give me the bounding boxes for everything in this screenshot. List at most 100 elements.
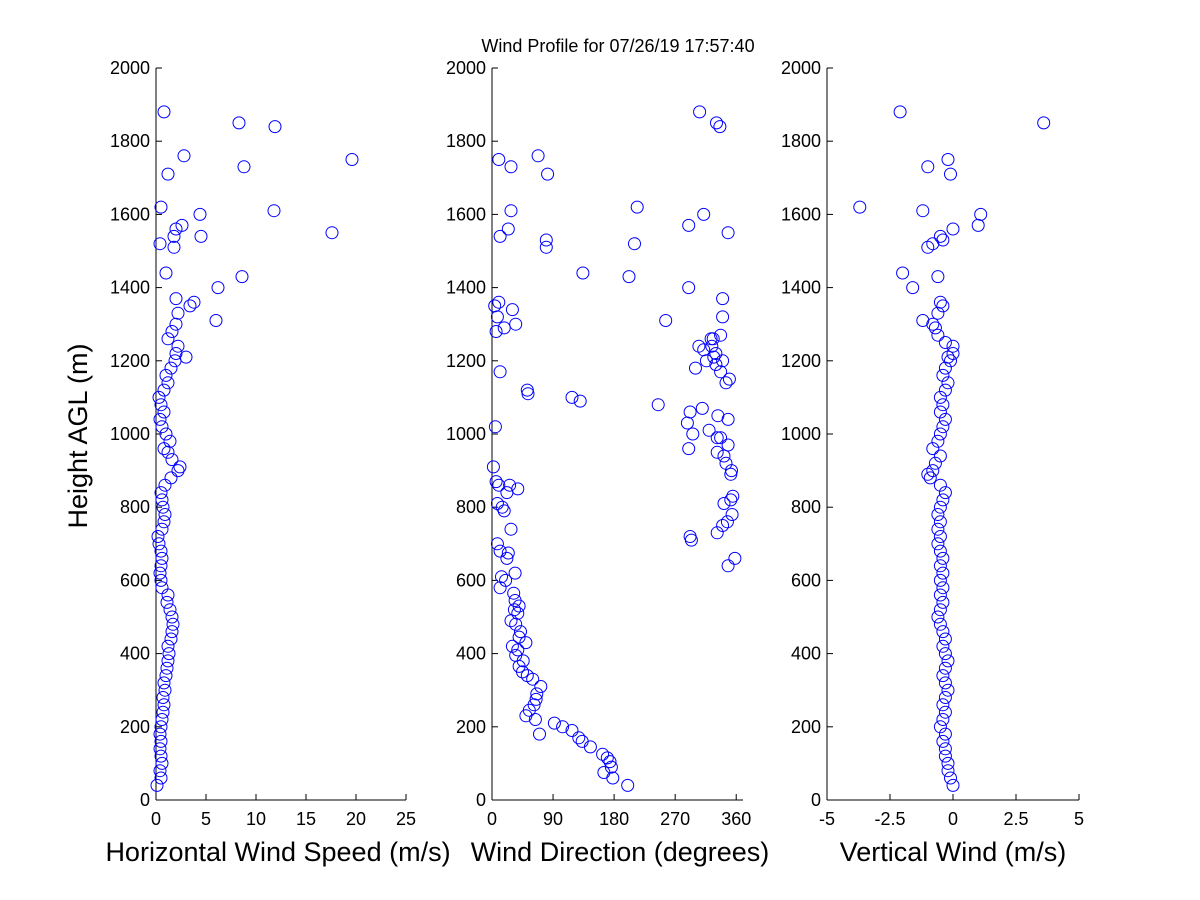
x-tick-label: 5 [1074,809,1084,829]
data-point [683,405,697,419]
data-point [155,420,169,434]
data-point [936,734,950,748]
data-point [153,742,167,756]
data-point [209,314,223,327]
data-point [154,398,168,412]
data-point [575,734,589,748]
data-point [722,372,736,386]
panel-vertical: 0 200 400 600 800 1000 1200 1400 1600 1800 2000 -5 -… [781,58,1084,867]
y-tick-label: 1400 [446,278,486,298]
x-tick-label: 10 [246,809,266,829]
data-point [938,486,952,500]
data-point [235,270,249,284]
data-point [158,683,172,697]
data-point [495,570,508,584]
data-point [596,747,610,761]
data-point [501,546,515,560]
data-point [504,522,518,536]
data-point [933,295,947,309]
data-point [936,233,950,247]
data-point [936,566,950,580]
x-tick-label: 270 [660,809,690,829]
data-point [505,303,519,317]
data-point [547,716,561,730]
data-point [941,764,955,778]
data-point [710,445,724,459]
data-point [154,749,168,763]
data-point [155,581,169,595]
y-tick-label: 1000 [446,424,486,444]
data-point [933,603,947,617]
data-point [682,281,696,295]
data-point [938,742,952,756]
data-point [941,153,955,166]
data-point [893,105,907,119]
data-point [936,398,950,412]
y-tick-label: 1200 [110,351,150,371]
data-point [157,698,171,712]
data-point [684,533,698,547]
data-point [714,431,728,445]
data-point [508,566,522,580]
y-tick-label: 800 [456,497,486,517]
data-point [713,120,727,134]
data-point [933,573,947,587]
x-tick-label: 15 [296,809,316,829]
data-point [164,471,178,485]
data-point [714,365,728,379]
data-point [175,218,189,232]
data-point [565,724,579,737]
data-point [154,486,168,500]
data-point [576,266,590,280]
data-point [161,654,175,668]
data-point [938,412,952,426]
data-point [493,581,507,595]
y-tick-label: 0 [476,790,486,810]
data-point [157,405,171,419]
x-tick-label: 0 [487,809,497,829]
data-point [630,200,644,214]
data-point [716,519,730,532]
data-point [720,515,734,529]
data-point [492,295,506,309]
data-point [721,226,735,240]
data-point [511,482,525,496]
x-tick-label: 360 [721,809,751,829]
data-point [520,669,534,683]
x-tick-label: 20 [346,809,366,829]
data-point [926,317,940,331]
data-point [159,368,173,382]
data-point [157,105,171,119]
data-point [622,270,636,284]
y-tick-label: 1800 [110,131,150,151]
data-point [916,314,930,327]
data-point [931,610,945,624]
data-point [931,270,945,284]
data-point [165,610,179,624]
data-point [725,508,739,521]
data-point [931,537,945,551]
data-point [153,566,167,580]
y-tick-label: 1200 [781,351,821,371]
data-point [489,325,503,338]
x-tick-label: 25 [396,809,416,829]
data-point [504,204,518,218]
data-point [514,625,527,639]
data-point [160,595,174,609]
data-point [938,647,952,661]
data-point [716,292,730,306]
data-point [509,317,523,331]
data-point [211,281,225,295]
data-point [704,332,718,346]
data-point [600,751,614,765]
data-point [936,420,950,434]
panel-speed: 0 200 400 600 800 1000 1200 1400 1600 1800 2000 0 5 1… [105,58,450,867]
data-point [167,229,181,243]
data-point [933,720,947,734]
y-tick-label: 1600 [110,204,150,224]
data-point [154,559,168,573]
data-point [944,167,957,181]
data-point [931,522,945,536]
data-point [489,475,503,489]
data-point [974,207,988,221]
